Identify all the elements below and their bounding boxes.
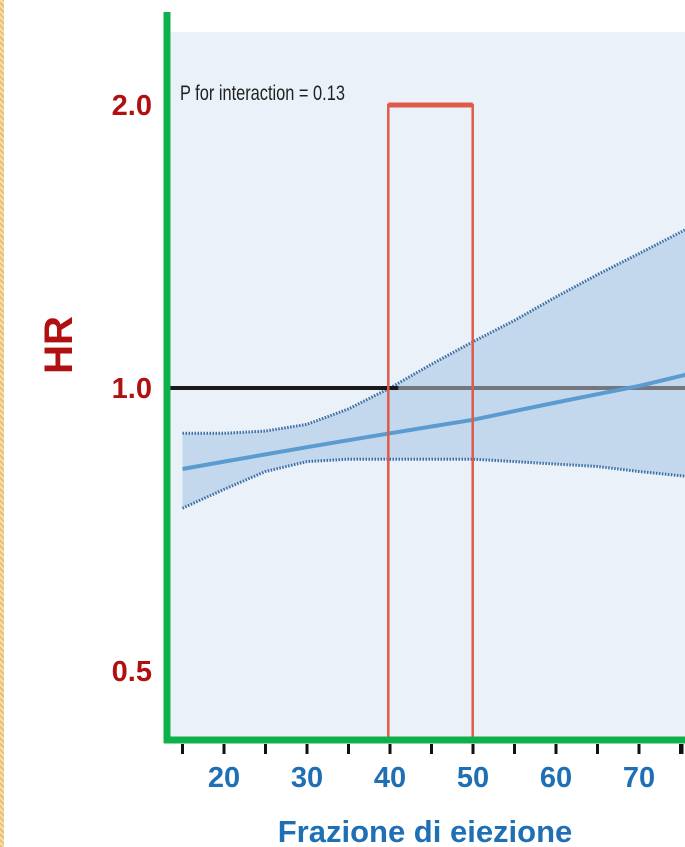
x-tick-label: 50 [457,762,489,794]
x-tick-label: 20 [208,762,240,794]
x-tick-label: 30 [291,762,323,794]
y-tick-label: 2.0 [112,90,152,122]
y-tick-label: 0.5 [112,656,152,688]
lower-ci-line [181,457,685,510]
y-tick-label: 1.0 [112,373,152,405]
p-interaction-annotation: P for interaction = 0.13 [180,81,345,104]
confidence-band [182,229,685,509]
x-axis-title: Frazione di eiezione [278,814,573,847]
decorative-border [0,0,4,847]
x-tick-label: 70 [623,762,655,794]
y-axis-title: HR [37,316,81,374]
estimate-line [182,372,685,471]
x-tick-label: 60 [540,762,572,794]
x-tick-label: 40 [374,762,406,794]
